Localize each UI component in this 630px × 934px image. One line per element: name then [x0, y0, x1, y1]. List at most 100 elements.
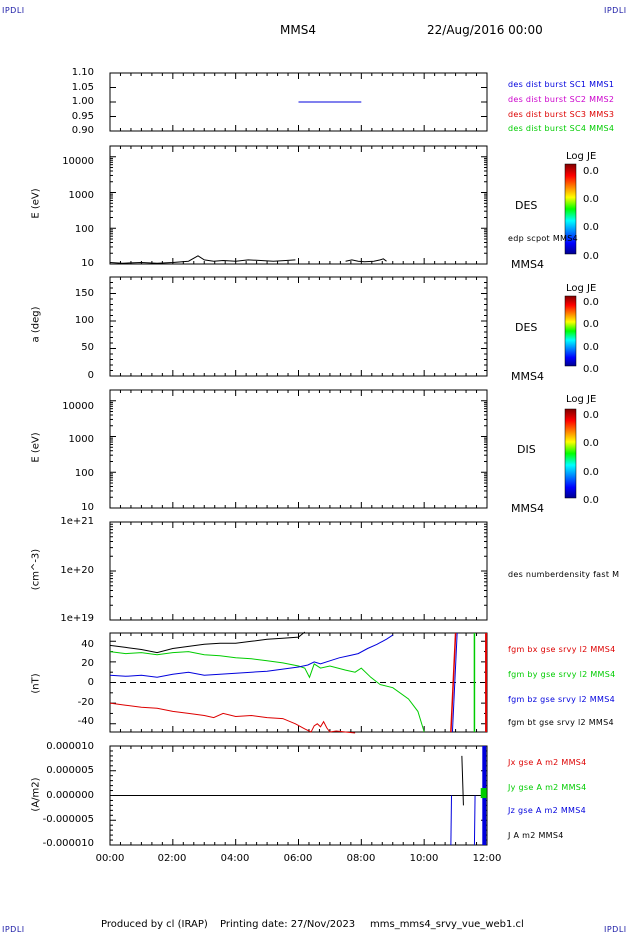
tick-label: 100 — [74, 468, 94, 479]
series-line-bt — [109, 631, 306, 654]
legend-j: J A m2 MMS4 — [508, 831, 564, 840]
side-label-des: DES — [515, 199, 538, 212]
corner-logo-bottom-right: IPDLI — [604, 925, 627, 934]
x-tick-label: 08:00 — [346, 853, 376, 864]
spacecraft-title: MMS4 — [280, 23, 316, 37]
legend-density: des numberdensity fast M — [508, 570, 620, 579]
legend-jy: Jy gse A m2 MMS4 — [508, 783, 587, 792]
tick-label: 100 — [74, 224, 94, 235]
colorbar-value: 0.0 — [583, 222, 599, 233]
scpot-line — [345, 258, 387, 263]
instrument-label: MMS4 — [511, 502, 544, 515]
colorbar-title: Log JE — [566, 394, 597, 405]
tick-label: 1.05 — [71, 82, 94, 93]
tick-label: 0.90 — [71, 125, 94, 136]
x-tick-label: 10:00 — [409, 853, 439, 864]
colorbar-value: 0.0 — [583, 438, 599, 449]
tick-label: 10000 — [62, 401, 94, 412]
panel-frame-2 — [109, 276, 488, 377]
tick-label: -0.000010 — [42, 838, 94, 849]
side-label-des: DES — [515, 321, 538, 334]
tick-label: 10000 — [62, 156, 94, 167]
y-axis-label: E (eV) — [30, 432, 42, 463]
corner-logo-top-left: IPDLI — [2, 6, 25, 15]
tick-label: 20 — [81, 658, 94, 669]
legend-burst-sc2: des dist burst SC2 MMS2 — [508, 95, 615, 104]
tick-label: 0.000000 — [46, 790, 94, 801]
tick-label: 1.10 — [71, 67, 94, 78]
tick-label: 10 — [81, 258, 94, 269]
tick-label: 1000 — [68, 434, 94, 445]
tick-label: 1000 — [68, 190, 94, 201]
x-tick-label: 02:00 — [157, 853, 187, 864]
corner-logo-top-right: IPDLI — [604, 6, 627, 15]
x-tick-label: 04:00 — [220, 853, 250, 864]
legend-burst-sc1: des dist burst SC1 MMS1 — [508, 80, 615, 89]
colorbar-value: 0.0 — [583, 410, 599, 421]
x-tick-label: 06:00 — [283, 853, 313, 864]
series-line-by — [109, 651, 425, 733]
tick-label: 10 — [81, 502, 94, 513]
legend-fgm-bz: fgm bz gse srvy l2 MMS4 — [508, 695, 615, 704]
legend-scpot: edp scpot MMS4 — [508, 234, 579, 243]
series-burst-jz — [450, 795, 452, 846]
series-burst-jy — [480, 788, 487, 799]
tick-label: 150 — [74, 288, 94, 299]
colorbar-title: Log JE — [566, 283, 597, 294]
instrument-label: MMS4 — [511, 370, 544, 383]
colorbar-value: 0.0 — [583, 297, 599, 308]
legend-burst-sc3: des dist burst SC3 MMS3 — [508, 110, 615, 119]
tick-label: 1e+19 — [60, 613, 94, 624]
y-axis-label: a (deg) — [30, 306, 42, 343]
panel-frame-1 — [109, 145, 488, 265]
tick-label: 0.000005 — [46, 765, 94, 776]
series-burst-jz — [473, 795, 476, 846]
tick-label: 1.00 — [71, 96, 94, 107]
panel-frame-3 — [109, 389, 488, 509]
tick-label: -0.000005 — [42, 814, 94, 825]
colorbar — [564, 408, 577, 499]
tick-label: -20 — [77, 697, 94, 708]
scpot-line — [109, 255, 296, 264]
legend-fgm-by: fgm by gse srvy l2 MMS4 — [508, 670, 616, 679]
series-spike-bx — [450, 632, 457, 733]
colorbar-value: 0.0 — [583, 495, 599, 506]
series-spike-bz — [451, 632, 458, 733]
legend-burst-sc4: des dist burst SC4 MMS4 — [508, 124, 615, 133]
tick-label: 40 — [81, 639, 94, 650]
tick-label: 0 — [87, 370, 94, 381]
colorbar — [564, 295, 577, 367]
colorbar-value: 0.0 — [583, 166, 599, 177]
tick-label: 50 — [81, 342, 94, 353]
colorbar-value: 0.0 — [583, 467, 599, 478]
colorbar-value: 0.0 — [583, 364, 599, 375]
tick-label: 0.000010 — [46, 741, 94, 752]
colorbar-value: 0.0 — [583, 194, 599, 205]
legend-fgm-bt: fgm bt gse srvy l2 MMS4 — [508, 718, 614, 727]
y-axis-label: (nT) — [30, 673, 42, 694]
series-line-bz — [109, 634, 394, 678]
x-tick-label: 12:00 — [472, 853, 502, 864]
footer-filename: mms_mms4_srvy_vue_web1.cl — [370, 919, 524, 930]
legend-fgm-bx: fgm bx gse srvy l2 MMS4 — [508, 645, 616, 654]
tick-label: -40 — [77, 716, 94, 727]
series-burst-j — [461, 755, 464, 806]
date-title: 22/Aug/2016 00:00 — [427, 23, 543, 37]
colorbar-value: 0.0 — [583, 342, 599, 353]
corner-logo-bottom-left: IPDLI — [2, 925, 25, 934]
series-line-bx — [109, 702, 356, 734]
legend-jz: Jz gse A m2 MMS4 — [508, 806, 587, 815]
legend-jx: Jx gse A m2 MMS4 — [508, 758, 587, 767]
instrument-label: MMS4 — [511, 258, 544, 271]
tick-label: 1e+21 — [60, 516, 94, 527]
colorbar — [564, 163, 577, 255]
y-axis-label: (cm^-3) — [30, 548, 42, 591]
y-axis-label: E (eV) — [30, 188, 42, 219]
colorbar-value: 0.0 — [583, 319, 599, 330]
colorbar-value: 0.0 — [583, 251, 599, 262]
panel-frame-4 — [109, 521, 488, 621]
tick-label: 0.95 — [71, 111, 94, 122]
colorbar-title: Log JE — [566, 151, 597, 162]
tick-label: 100 — [74, 315, 94, 326]
